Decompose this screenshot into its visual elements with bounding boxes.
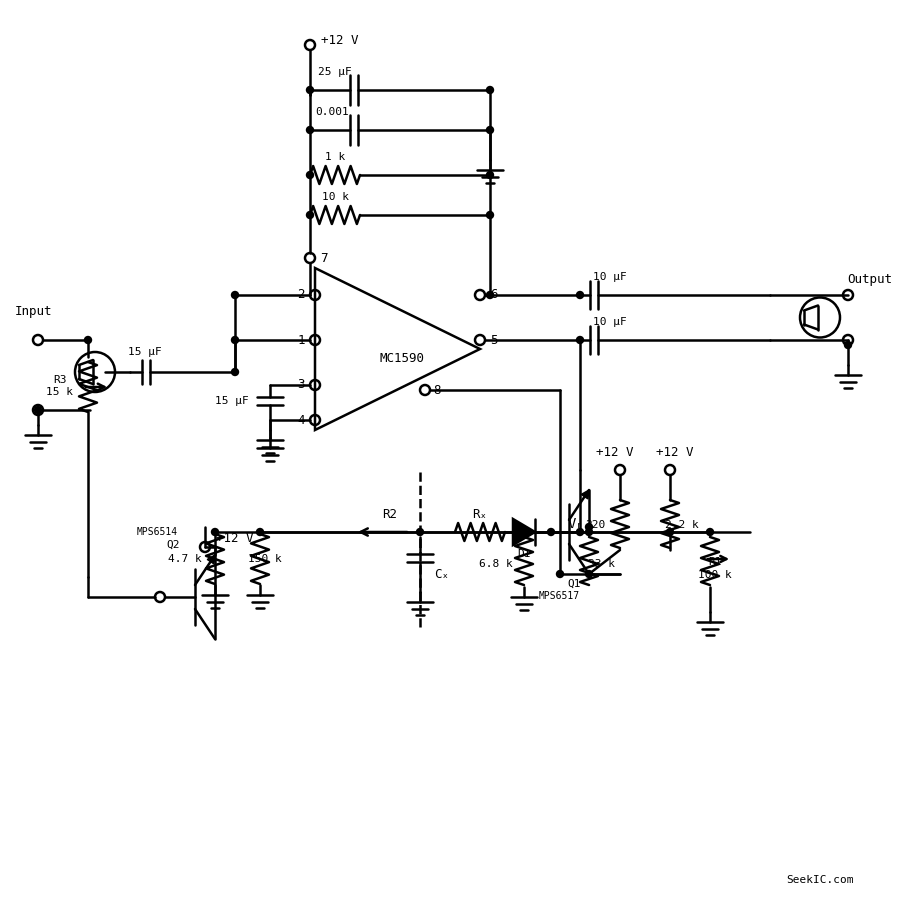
Polygon shape: [207, 555, 215, 564]
Text: 1: 1: [297, 334, 305, 346]
Circle shape: [845, 342, 852, 348]
Circle shape: [487, 87, 494, 94]
Circle shape: [487, 291, 494, 299]
Text: 25 μF: 25 μF: [319, 67, 352, 77]
Text: Cₓ: Cₓ: [434, 567, 450, 581]
Polygon shape: [513, 519, 535, 545]
Text: MC1590: MC1590: [380, 353, 425, 365]
Text: 4: 4: [297, 413, 305, 427]
Text: 2: 2: [297, 289, 305, 301]
Text: MPS6514: MPS6514: [137, 527, 177, 537]
Text: Q2: Q2: [166, 540, 180, 550]
Text: 150 k: 150 k: [248, 554, 282, 564]
Circle shape: [707, 529, 713, 536]
Circle shape: [586, 570, 592, 577]
Text: R2: R2: [383, 508, 397, 520]
Circle shape: [307, 171, 314, 179]
Text: Rₓ: Rₓ: [473, 508, 487, 520]
Circle shape: [307, 126, 314, 133]
Circle shape: [547, 529, 554, 536]
Circle shape: [487, 171, 494, 179]
Text: 10 μF: 10 μF: [593, 272, 627, 282]
Text: 7: 7: [320, 252, 328, 264]
Circle shape: [84, 336, 92, 344]
Polygon shape: [581, 490, 589, 499]
Text: 33 k: 33 k: [588, 559, 614, 569]
Circle shape: [307, 211, 314, 218]
Circle shape: [521, 529, 528, 536]
Circle shape: [666, 529, 674, 536]
Text: 4.7 k: 4.7 k: [168, 554, 202, 564]
Text: 8: 8: [433, 383, 441, 397]
Text: 220: 220: [585, 520, 605, 530]
Circle shape: [35, 407, 41, 413]
Text: +12 V: +12 V: [597, 446, 633, 458]
Circle shape: [577, 336, 584, 344]
Text: +12 V: +12 V: [321, 34, 359, 48]
Text: SeekIC.com: SeekIC.com: [786, 875, 854, 885]
Text: 10 k: 10 k: [321, 192, 349, 202]
Text: +12 V: +12 V: [217, 532, 253, 546]
Circle shape: [577, 529, 584, 536]
Circle shape: [586, 529, 592, 536]
Text: 3: 3: [297, 379, 305, 391]
Circle shape: [231, 336, 239, 344]
Text: 10 μF: 10 μF: [593, 317, 627, 327]
Circle shape: [231, 369, 239, 375]
Text: 1 k: 1 k: [325, 152, 345, 162]
Circle shape: [256, 529, 263, 536]
Circle shape: [487, 126, 494, 133]
Circle shape: [211, 529, 218, 536]
Text: 15 μF: 15 μF: [215, 396, 249, 406]
Text: 15 k: 15 k: [47, 387, 73, 397]
Text: 5: 5: [490, 334, 498, 346]
Text: MPS6517: MPS6517: [539, 591, 579, 601]
Circle shape: [577, 291, 584, 299]
Circle shape: [487, 211, 494, 218]
Text: R1: R1: [709, 557, 722, 567]
Circle shape: [556, 570, 564, 577]
Circle shape: [417, 529, 423, 536]
Text: 0.001: 0.001: [315, 107, 349, 117]
Circle shape: [586, 523, 592, 530]
Circle shape: [231, 291, 239, 299]
Text: 15 μF: 15 μF: [129, 347, 162, 357]
Text: Vᵣ: Vᵣ: [567, 517, 585, 531]
Text: +12 V: +12 V: [656, 446, 694, 458]
Text: Input: Input: [15, 306, 51, 318]
Circle shape: [307, 87, 314, 94]
Text: D1: D1: [517, 549, 531, 559]
Text: 6: 6: [490, 289, 498, 301]
Text: 6.8 k: 6.8 k: [479, 559, 513, 569]
Text: 2.2 k: 2.2 k: [666, 520, 699, 530]
Text: R3: R3: [53, 375, 67, 385]
Text: Output: Output: [847, 273, 892, 287]
Text: 100 k: 100 k: [698, 570, 732, 580]
Text: Q1: Q1: [567, 579, 581, 589]
